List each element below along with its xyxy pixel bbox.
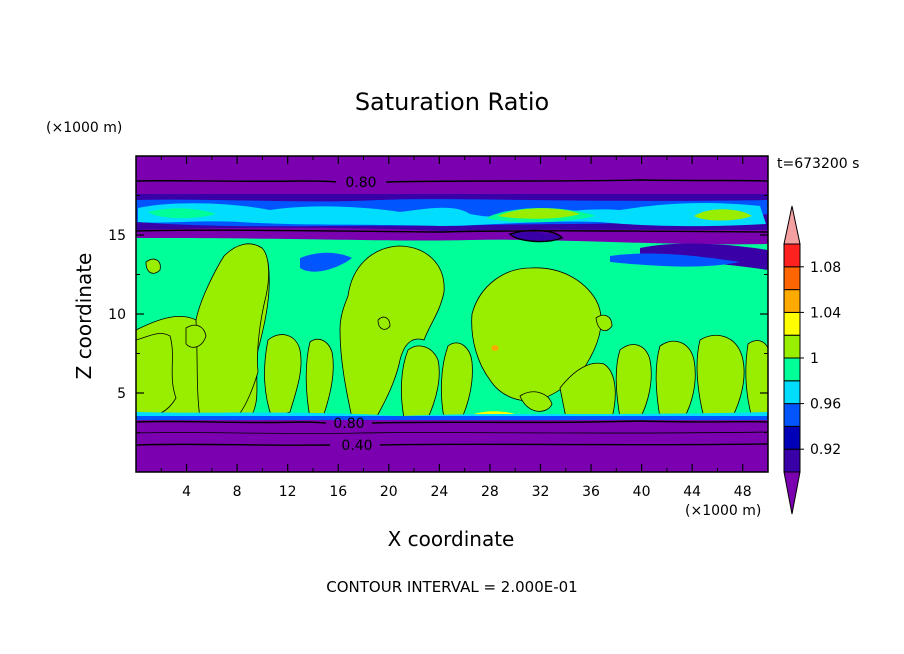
fill-band-lime-2: [694, 209, 752, 221]
x-tick-label: 20: [380, 484, 398, 500]
cloud-cell-19: [377, 316, 391, 330]
x-tick-label: 4: [182, 484, 191, 500]
cloud-cell-12: [655, 340, 696, 419]
colorbar-box: [783, 448, 801, 473]
cloud-cell-13: [696, 334, 745, 419]
colorbar-box: [783, 311, 801, 336]
colorbar-extend-high: [783, 205, 801, 245]
fill-band-lime-1: [498, 208, 580, 219]
cloud-cell-8: [400, 345, 440, 419]
cloud-cell-18: [519, 391, 553, 412]
colorbar-box: [783, 334, 801, 359]
colorbar-box: [783, 357, 801, 382]
contour-line-cell: [508, 229, 564, 243]
fill-orange-speck: [491, 345, 499, 351]
fill-cloud-lime: [136, 243, 768, 419]
x-tick-label: 16: [329, 484, 347, 500]
x-axis-unit: (×1000 m): [685, 503, 762, 519]
cloud-cell-5: [136, 333, 177, 419]
x-tick-label: 48: [734, 484, 752, 500]
contour-line-top: [135, 179, 769, 183]
fill-blue-patch-1: [300, 252, 352, 272]
x-tick-label: 28: [481, 484, 499, 500]
colorbar-box: [783, 425, 801, 450]
y-tick-label: 10: [108, 307, 126, 323]
time-label: t=673200 s: [777, 156, 860, 172]
contour-lines: [135, 179, 769, 446]
cloud-cell-11: [615, 344, 652, 419]
fill-band-cyan: [138, 203, 766, 227]
contour-label: 0.40: [341, 438, 372, 454]
colorbar: 0.92 0.96 1 1.04 1.08: [783, 205, 841, 515]
colorbar-label: 0.92: [810, 442, 841, 458]
colorbar-box: [783, 243, 801, 268]
colorbar-label: 1: [810, 351, 819, 367]
colorbar-label: 0.96: [810, 397, 841, 413]
colorbar-extend-low: [783, 471, 801, 515]
x-tick-label: 8: [233, 484, 242, 500]
contour-line-mid: [135, 431, 769, 434]
colorbar-box: [783, 403, 801, 427]
y-tick-label: 15: [108, 228, 126, 244]
contour-line-15: [135, 229, 769, 233]
fill-mid-purple: [136, 227, 768, 245]
chart-title: Saturation Ratio: [354, 88, 550, 116]
contour-labels: 0.80 0.80 0.40: [333, 175, 376, 454]
contour-label: 0.80: [333, 416, 364, 432]
cloud-cell-7: [305, 338, 334, 419]
x-tick-label: 44: [683, 484, 701, 500]
fill-blue-patch-2: [640, 243, 768, 270]
fill-blue-patch-3: [610, 253, 740, 267]
y-tick-label: 5: [117, 386, 126, 402]
colorbar-label: 1.08: [810, 260, 841, 276]
contour-line-040: [135, 443, 769, 446]
colorbar-label: 1.04: [810, 305, 841, 321]
cloud-cell-9: [440, 342, 473, 419]
contour-line-080: [135, 420, 769, 424]
cloud-cell-17: [595, 314, 613, 332]
x-tick-label: 24: [430, 484, 448, 500]
cloud-cell-4: [471, 267, 602, 402]
cloud-cell-15: [185, 324, 207, 348]
colorbar-box: [783, 380, 801, 405]
cloud-cell-3: [339, 245, 445, 419]
fill-bottom-dry: [136, 420, 768, 472]
x-tick-label: 36: [582, 484, 600, 500]
fill-band-green-1: [148, 208, 216, 219]
contour-fills: [136, 156, 768, 472]
colorbar-box: [783, 266, 801, 291]
fill-top-dry: [136, 156, 768, 196]
cloud-cell-10: [559, 362, 616, 419]
cloud-cell-16: [145, 258, 161, 274]
x-tick-label: 32: [532, 484, 550, 500]
cloud-cell-6: [264, 334, 302, 419]
cloud-cell-14: [745, 340, 768, 419]
x-axis-label: X coordinate: [387, 527, 515, 551]
y-axis-unit: (×1000 m): [46, 120, 123, 136]
contour-interval-note: CONTOUR INTERVAL = 2.000E-01: [326, 578, 578, 596]
x-tick-label: 12: [279, 484, 297, 500]
x-tick-label: 40: [633, 484, 651, 500]
contour-label: 0.80: [345, 175, 376, 191]
colorbar-box: [783, 289, 801, 313]
